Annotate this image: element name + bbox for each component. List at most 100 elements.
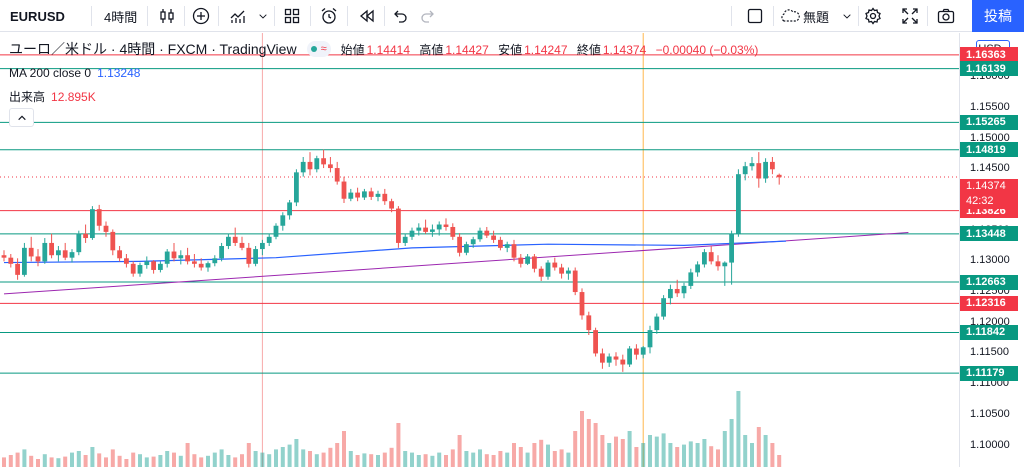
collapse-legend-button[interactable] [9,108,34,127]
chevron-down-icon[interactable] [256,0,270,32]
volume-bar [763,435,768,467]
alert-icon[interactable] [317,0,341,32]
volume-bar [49,457,54,467]
volume-bar [362,453,367,467]
candle-body [464,244,469,253]
indicators-icon[interactable] [226,0,250,32]
volume-bar [546,444,550,467]
candle-body [627,348,632,365]
candle-body [756,163,762,179]
candle-body [477,230,483,240]
open-label: 始値 [340,42,365,57]
candle-body [246,247,252,264]
volume-bar [335,443,340,467]
candle-body [117,250,122,259]
price-level-tag: 1.11842 [960,324,1018,340]
candle-body [654,316,660,331]
candle-body [416,227,422,231]
candle-body [348,192,354,199]
candle-body [164,251,170,264]
candle-body [763,161,768,179]
candle-body [103,225,109,232]
login-button[interactable]: 投稿 [972,0,1024,32]
candle-body [715,261,721,267]
volume-bar [342,431,346,467]
candle-body [586,315,592,331]
volume-bar [97,453,102,467]
candle-body [532,256,537,269]
candle-body [28,247,34,257]
candles-icon[interactable] [156,0,178,32]
volume-bar [620,439,625,467]
volume-bar [151,456,156,467]
volume-bar [22,449,27,467]
layouts-icon[interactable] [281,0,303,32]
candle-body [525,256,530,264]
volume-bar [158,455,163,467]
candle-body [661,298,666,317]
volume-bar [8,455,13,467]
volume-bar [165,451,170,467]
price-scale[interactable] [959,33,1024,467]
volume-bar [430,455,435,467]
toolbar-divider [91,6,92,26]
volume-bar [702,439,707,467]
high-value: 1.14427 [445,42,489,57]
candle-body [287,202,292,216]
ma-value: 1.13248 [97,66,141,80]
volume-bar [777,455,782,467]
candle-body [729,233,734,263]
fullscreen-icon[interactable] [899,0,921,32]
candle-body [144,261,150,266]
candle-body [368,191,374,197]
settings-icon[interactable] [862,0,884,32]
volume-bar [716,449,720,467]
candle-body [35,256,41,262]
volume-bar [423,454,428,467]
volume-bar [199,457,204,467]
volume-bar [321,452,326,467]
volume-bar [661,433,666,467]
market-status-badge[interactable]: ≈ [306,41,331,57]
fullscreen-square-icon[interactable] [744,0,766,32]
candle-body [124,258,129,264]
ma-legend[interactable]: MA 200 close 0 1.13248 [9,66,140,80]
toolbar-divider [218,6,219,26]
cloud-icon[interactable] [777,0,803,32]
chevron-down-icon[interactable] [840,0,854,32]
candle-body [212,258,218,264]
volume-bar [682,444,686,467]
candle-body [185,255,190,262]
data-delay-icon: ≈ [320,43,327,55]
volume-bar [29,455,34,467]
volume-bar [532,443,537,467]
volume-bar [722,431,727,467]
change-value: −0.00040 (−0.03%) [655,42,759,57]
volume-bar [627,431,632,467]
chart-canvas[interactable] [0,33,959,467]
volume-bar [512,443,516,467]
volume-bar [70,452,74,467]
add-indicator-icon[interactable] [190,0,212,32]
candle-body [674,288,680,294]
undo-icon[interactable] [390,0,410,32]
candle-body [83,233,88,239]
volume-legend[interactable]: 出来高 12.895K [9,88,96,105]
candle-body [130,263,136,274]
layout-name-label[interactable]: 無題 [803,9,830,25]
redo-icon[interactable] [418,0,438,32]
volume-bar [770,443,775,467]
volume-bar [586,419,591,467]
volume-bar [206,455,210,467]
snapshot-icon[interactable] [934,0,958,32]
interval-button[interactable]: 4時間 [104,9,138,25]
replay-icon[interactable] [355,0,379,32]
candle-body [22,247,27,275]
price-level-tag: 1.11179 [960,365,1018,381]
volume-bar [464,451,469,467]
volume-bar [144,457,149,467]
volume-bar [688,441,693,467]
volume-bar [117,455,122,467]
symbol-search-button[interactable]: EURUSD [10,8,65,24]
symbol-title[interactable]: ユーロ／米ドル · 4時間 · FXCM · TradingView [9,41,297,57]
